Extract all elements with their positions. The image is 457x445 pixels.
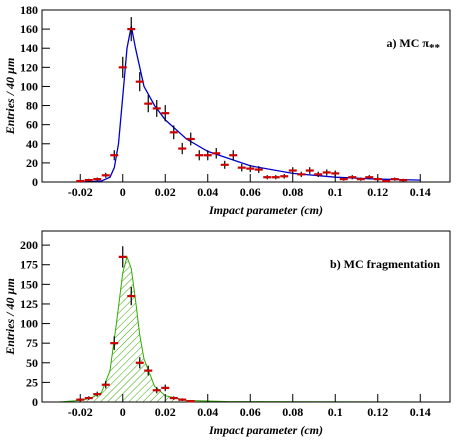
y-tick-label: 25 <box>26 375 38 389</box>
x-tick-label: -0.02 <box>68 185 93 199</box>
x-tick-label: 0.06 <box>240 185 261 199</box>
y-tick-label: 150 <box>20 277 38 291</box>
x-tick-label: 0 <box>120 405 126 419</box>
annotation: a) MC π** <box>386 36 440 54</box>
y-tick-label: 175 <box>20 258 38 272</box>
x-tick-label: 0 <box>120 185 126 199</box>
annotation: b) MC fragmentation <box>330 257 440 271</box>
y-tick-label: 160 <box>20 22 38 36</box>
y-tick-label: 200 <box>20 238 38 252</box>
y-axis-label: Entries / 40 µm <box>3 278 17 356</box>
x-tick-label: -0.02 <box>68 405 93 419</box>
plot-frame <box>41 9 451 183</box>
annotation-text: a) MC π <box>386 36 429 50</box>
y-tick-label: 120 <box>20 60 38 74</box>
x-tick-label: 0.06 <box>240 405 261 419</box>
x-tick-label: 0.02 <box>155 405 176 419</box>
y-tick-label: 60 <box>26 118 38 132</box>
x-axis-label: Impact parameter (cm) <box>208 203 323 217</box>
x-axis-label: Impact parameter (cm) <box>208 423 323 437</box>
y-tick-label: 50 <box>26 356 38 370</box>
y-tick-label: 180 <box>20 3 38 17</box>
y-tick-label: 80 <box>26 99 38 113</box>
y-tick-label: 75 <box>26 336 38 350</box>
fit-area <box>58 255 442 403</box>
y-axis-label: Entries / 40 µm <box>3 58 17 136</box>
x-tick-label: 0.1 <box>328 185 343 199</box>
x-tick-label: 0.08 <box>282 405 303 419</box>
x-tick-label: 0.08 <box>282 185 303 199</box>
y-tick-label: 100 <box>20 79 38 93</box>
annotation-text: b) MC fragmentation <box>330 257 440 271</box>
plot-frame <box>41 230 451 403</box>
y-tick-label: 100 <box>20 317 38 331</box>
y-tick-label: 140 <box>20 41 38 55</box>
annotation-sub: ** <box>429 42 441 54</box>
y-tick-label: 125 <box>20 297 38 311</box>
x-tick-label: 0.02 <box>155 185 176 199</box>
fit-line <box>80 26 421 183</box>
x-tick-label: 0.12 <box>367 405 388 419</box>
x-tick-label: 0.04 <box>197 405 218 419</box>
y-tick-label: 20 <box>26 156 38 170</box>
x-tick-label: 0.14 <box>410 185 431 199</box>
y-tick-label: 0 <box>32 395 38 409</box>
x-tick-label: 0.04 <box>197 185 218 199</box>
x-tick-label: 0.14 <box>410 405 431 419</box>
y-tick-label: 0 <box>32 175 38 189</box>
x-tick-label: 0.12 <box>367 185 388 199</box>
x-tick-label: 0.1 <box>328 405 343 419</box>
y-tick-label: 40 <box>26 137 38 151</box>
